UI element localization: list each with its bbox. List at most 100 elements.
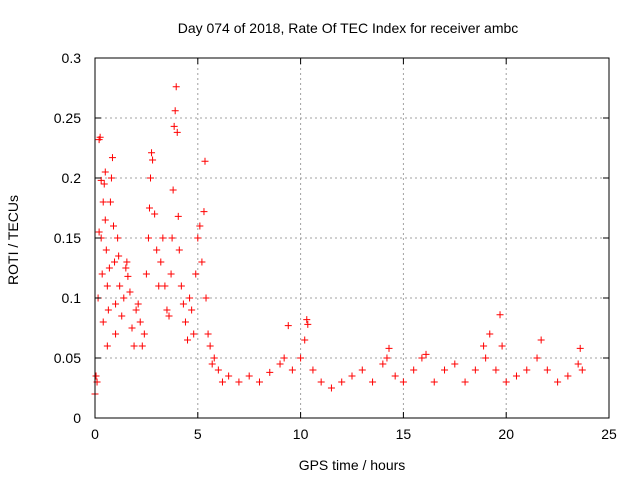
data-point (486, 330, 494, 338)
data-point (309, 366, 317, 374)
data-point (161, 282, 169, 290)
data-point (112, 330, 120, 338)
data-point (430, 378, 438, 386)
x-axis-title: GPS time / hours (299, 457, 406, 473)
data-point (564, 372, 572, 380)
data-point (266, 368, 274, 376)
data-point (235, 378, 243, 386)
data-point (118, 312, 126, 320)
data-point (147, 174, 155, 182)
data-point (165, 312, 173, 320)
data-point (214, 366, 222, 374)
data-point (284, 322, 292, 330)
data-point (304, 320, 312, 328)
data-point (348, 372, 356, 380)
data-point (140, 330, 148, 338)
axis-ticks (94, 57, 610, 419)
data-point (122, 264, 130, 272)
data-point (136, 318, 144, 326)
data-point (303, 316, 311, 324)
data-point (97, 176, 105, 184)
data-point (101, 216, 109, 224)
data-point (142, 270, 150, 278)
data-point (120, 294, 128, 302)
data-point (190, 330, 198, 338)
data-point (159, 234, 167, 242)
y-tick-label: 0.3 (62, 50, 82, 66)
y-tick-label: 0.05 (54, 350, 81, 366)
data-point (461, 378, 469, 386)
data-point (130, 342, 138, 350)
data-point (201, 157, 209, 165)
data-point (482, 354, 490, 362)
data-point (451, 360, 459, 368)
data-point (418, 354, 426, 362)
data-point (202, 294, 210, 302)
data-point (537, 336, 545, 344)
data-point (95, 228, 103, 236)
data-point (200, 208, 208, 216)
axis-tick-labels: 0 5 10 15 20 25 0 0.05 0.1 0.15 0.2 0.25 0.3 (54, 50, 617, 442)
data-point (171, 107, 179, 115)
data-point (108, 154, 116, 162)
data-points (91, 83, 586, 398)
data-point (170, 122, 178, 130)
data-point (138, 342, 146, 350)
data-point (172, 83, 180, 91)
data-point (245, 372, 253, 380)
data-point (410, 366, 418, 374)
data-point (496, 311, 504, 319)
data-point (383, 354, 391, 362)
data-point (492, 366, 500, 374)
data-point (576, 344, 584, 352)
data-point (441, 366, 449, 374)
data-point (338, 378, 346, 386)
data-point (204, 330, 212, 338)
data-point (184, 336, 192, 344)
data-point (128, 324, 136, 332)
data-point (208, 360, 216, 368)
data-point (169, 186, 177, 194)
data-point (297, 354, 305, 362)
y-tick-label: 0.25 (54, 110, 81, 126)
data-point (480, 342, 488, 350)
data-point (574, 360, 582, 368)
data-point (288, 366, 296, 374)
data-point (225, 372, 233, 380)
data-point (358, 366, 366, 374)
data-point (96, 133, 104, 141)
y-tick-label: 0 (73, 410, 81, 426)
data-point (99, 198, 107, 206)
data-point (144, 234, 152, 242)
data-point (327, 384, 335, 392)
data-point (280, 354, 288, 362)
data-point (399, 378, 407, 386)
data-point (173, 128, 181, 136)
data-point (188, 306, 196, 314)
data-point (210, 354, 218, 362)
data-point (177, 282, 185, 290)
data-point (543, 366, 551, 374)
data-point (523, 366, 531, 374)
data-point (533, 354, 541, 362)
chart-title: Day 074 of 2018, Rate Of TEC Index for r… (178, 20, 519, 36)
data-point (301, 336, 309, 344)
data-point (391, 372, 399, 380)
data-point (98, 270, 106, 278)
x-tick-label: 5 (194, 426, 202, 442)
data-point (194, 234, 202, 242)
data-point (145, 204, 153, 212)
x-tick-label: 15 (396, 426, 412, 442)
data-point (110, 222, 118, 230)
data-point (126, 288, 134, 296)
grid-lines (95, 58, 609, 418)
data-point (317, 378, 325, 386)
data-point (379, 360, 387, 368)
data-point (92, 372, 100, 380)
data-point (151, 210, 159, 218)
x-tick-label: 25 (601, 426, 617, 442)
data-point (186, 294, 194, 302)
data-point (206, 342, 214, 350)
data-point (163, 306, 171, 314)
